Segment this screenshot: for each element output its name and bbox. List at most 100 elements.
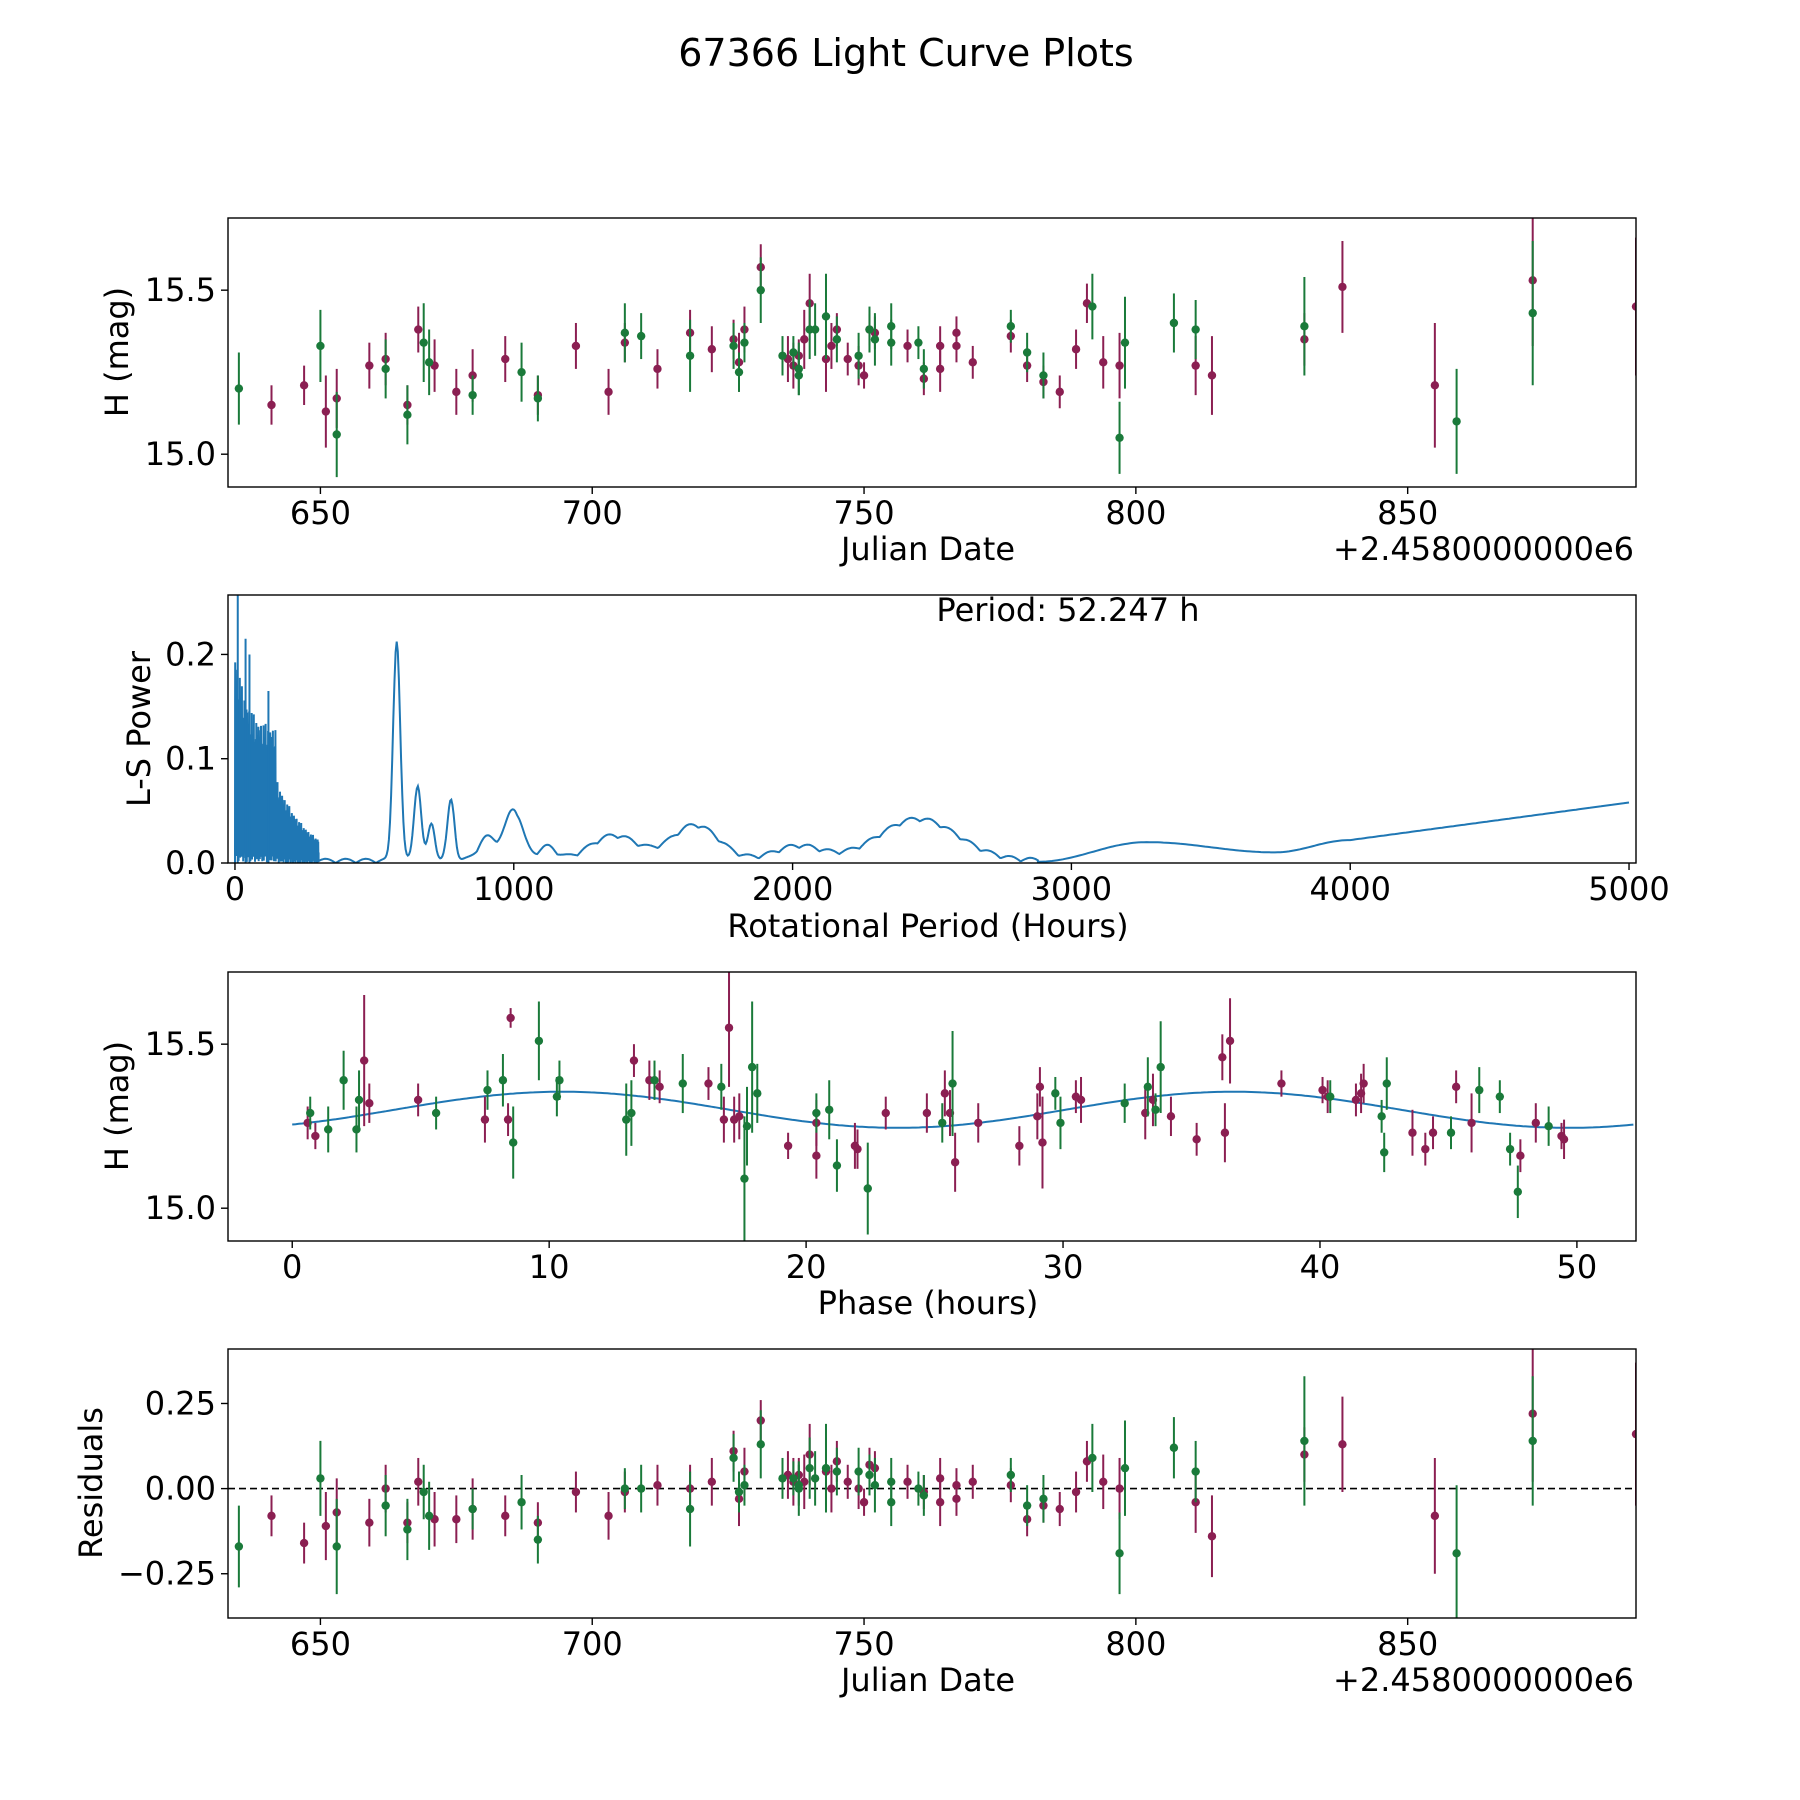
filter_b-data-point: [1191, 1440, 1200, 1503]
filter_a-data-point: [940, 1070, 950, 1117]
data-marker: [1191, 1498, 1200, 1507]
filter_a-data-point: [1038, 1096, 1047, 1189]
filter_b-data-point: [863, 1142, 872, 1235]
data-marker: [881, 1108, 890, 1118]
data-marker: [414, 325, 423, 334]
data-marker: [952, 1494, 961, 1504]
filter_b-data-point: [1528, 1376, 1537, 1506]
data-marker: [1191, 1467, 1200, 1476]
phased-plot-area: [292, 972, 1634, 1241]
y-tick-label: −0.25: [118, 1555, 216, 1593]
data-marker: [1430, 1511, 1440, 1521]
filter_b-data-point: [678, 1054, 687, 1114]
data-marker: [778, 1474, 787, 1483]
filter_a-data-point: [968, 345, 977, 379]
filter_b-data-point: [805, 1437, 814, 1499]
filter_a-data-point: [1220, 1103, 1230, 1163]
data-marker: [887, 322, 896, 331]
filter_b-data-point: [870, 313, 880, 366]
filter_a-data-point: [414, 1457, 423, 1506]
x-tick-label: 1000: [473, 870, 554, 908]
data-marker: [234, 1542, 244, 1551]
filter_a-data-point: [922, 1093, 932, 1133]
filter_a-data-point: [299, 1522, 309, 1564]
y-tick-label: 15.0: [145, 1189, 216, 1227]
filter_a-data-point: [430, 1492, 439, 1547]
filter_a-data-point: [365, 1498, 374, 1547]
data-marker: [533, 394, 543, 403]
data-marker: [903, 341, 912, 351]
filter_a-data-point: [881, 1096, 890, 1130]
x-tick-label: 20: [786, 1248, 827, 1286]
data-marker: [1120, 1463, 1130, 1473]
y-tick-label: 0.1: [165, 740, 216, 778]
data-marker: [498, 1076, 508, 1085]
x-tick-label: 850: [1377, 494, 1438, 532]
filter_b-data-point: [789, 1461, 798, 1496]
filter_b-data-point: [1022, 332, 1032, 373]
filter_a-data-point: [1055, 375, 1064, 409]
x-tick-label: 800: [1105, 1625, 1166, 1663]
filter_a-data-point: [501, 336, 510, 383]
data-marker: [311, 1131, 320, 1141]
filter_b-data-point: [1326, 1080, 1335, 1114]
filter_a-data-point: [452, 1495, 461, 1544]
filter_a-data-point: [655, 1070, 664, 1104]
filter_a-data-point: [1071, 1471, 1081, 1513]
filter_a-data-point: [704, 1067, 713, 1100]
data-marker: [1006, 322, 1016, 331]
y-tick-label: 15.0: [145, 435, 216, 473]
filter_b-data-point: [821, 273, 831, 360]
filter_a-data-point: [1099, 1454, 1108, 1510]
data-marker: [1300, 1436, 1309, 1446]
data-marker: [267, 1511, 276, 1521]
data-marker: [805, 1463, 814, 1473]
data-marker: [1505, 1144, 1515, 1154]
data-marker: [783, 1141, 793, 1151]
filter_a-data-point: [506, 1008, 515, 1028]
data-marker: [1035, 1082, 1045, 1092]
data-marker: [740, 1481, 749, 1490]
data-marker: [825, 1105, 834, 1114]
data-marker: [1277, 1079, 1286, 1088]
filter_a-data-point: [853, 1129, 862, 1169]
filter_b-data-point: [381, 1474, 390, 1537]
filter_b-data-point: [794, 1461, 804, 1516]
filter_b-data-point: [734, 1471, 744, 1513]
filter_b-data-point: [742, 1086, 752, 1166]
data-marker: [636, 1484, 646, 1493]
data-marker: [1120, 338, 1130, 347]
filter_a-data-point: [1115, 332, 1124, 399]
periodogram-line: [234, 641, 1630, 863]
filter_b-data-point: [740, 322, 749, 363]
data-marker: [678, 1079, 687, 1088]
y-tick-label: 0.25: [145, 1384, 216, 1422]
filter_b-data-point: [1544, 1106, 1553, 1146]
data-marker: [854, 351, 863, 360]
data-marker: [1544, 1121, 1553, 1131]
filter_a-data-point: [1035, 1067, 1045, 1107]
data-marker: [729, 1453, 738, 1463]
data-marker: [503, 1115, 513, 1124]
filter_b-data-point: [753, 1063, 762, 1123]
filter_b-data-point: [914, 326, 923, 360]
data-marker: [627, 1108, 636, 1118]
filter_b-data-point: [1156, 1021, 1165, 1114]
filter_b-data-point: [620, 1468, 630, 1510]
data-marker: [1051, 1089, 1060, 1098]
data-marker: [414, 1477, 423, 1486]
filter_b-data-point: [865, 306, 874, 353]
residuals-plot-area: [228, 1349, 1636, 1618]
data-marker: [1169, 1443, 1179, 1452]
filter_b-data-point: [234, 1505, 244, 1588]
data-marker: [1038, 1138, 1047, 1147]
filter_a-data-point: [935, 345, 945, 392]
data-marker: [483, 1085, 492, 1095]
filter_b-data-point: [517, 1474, 526, 1530]
data-marker: [381, 364, 390, 374]
lightcurve-panel: Julian Date +2.4580000000e6 H (mag) 650 7…: [98, 217, 1637, 568]
data-marker: [1559, 1135, 1569, 1144]
data-marker: [789, 1474, 798, 1483]
x-tick-label: 3000: [1031, 870, 1112, 908]
